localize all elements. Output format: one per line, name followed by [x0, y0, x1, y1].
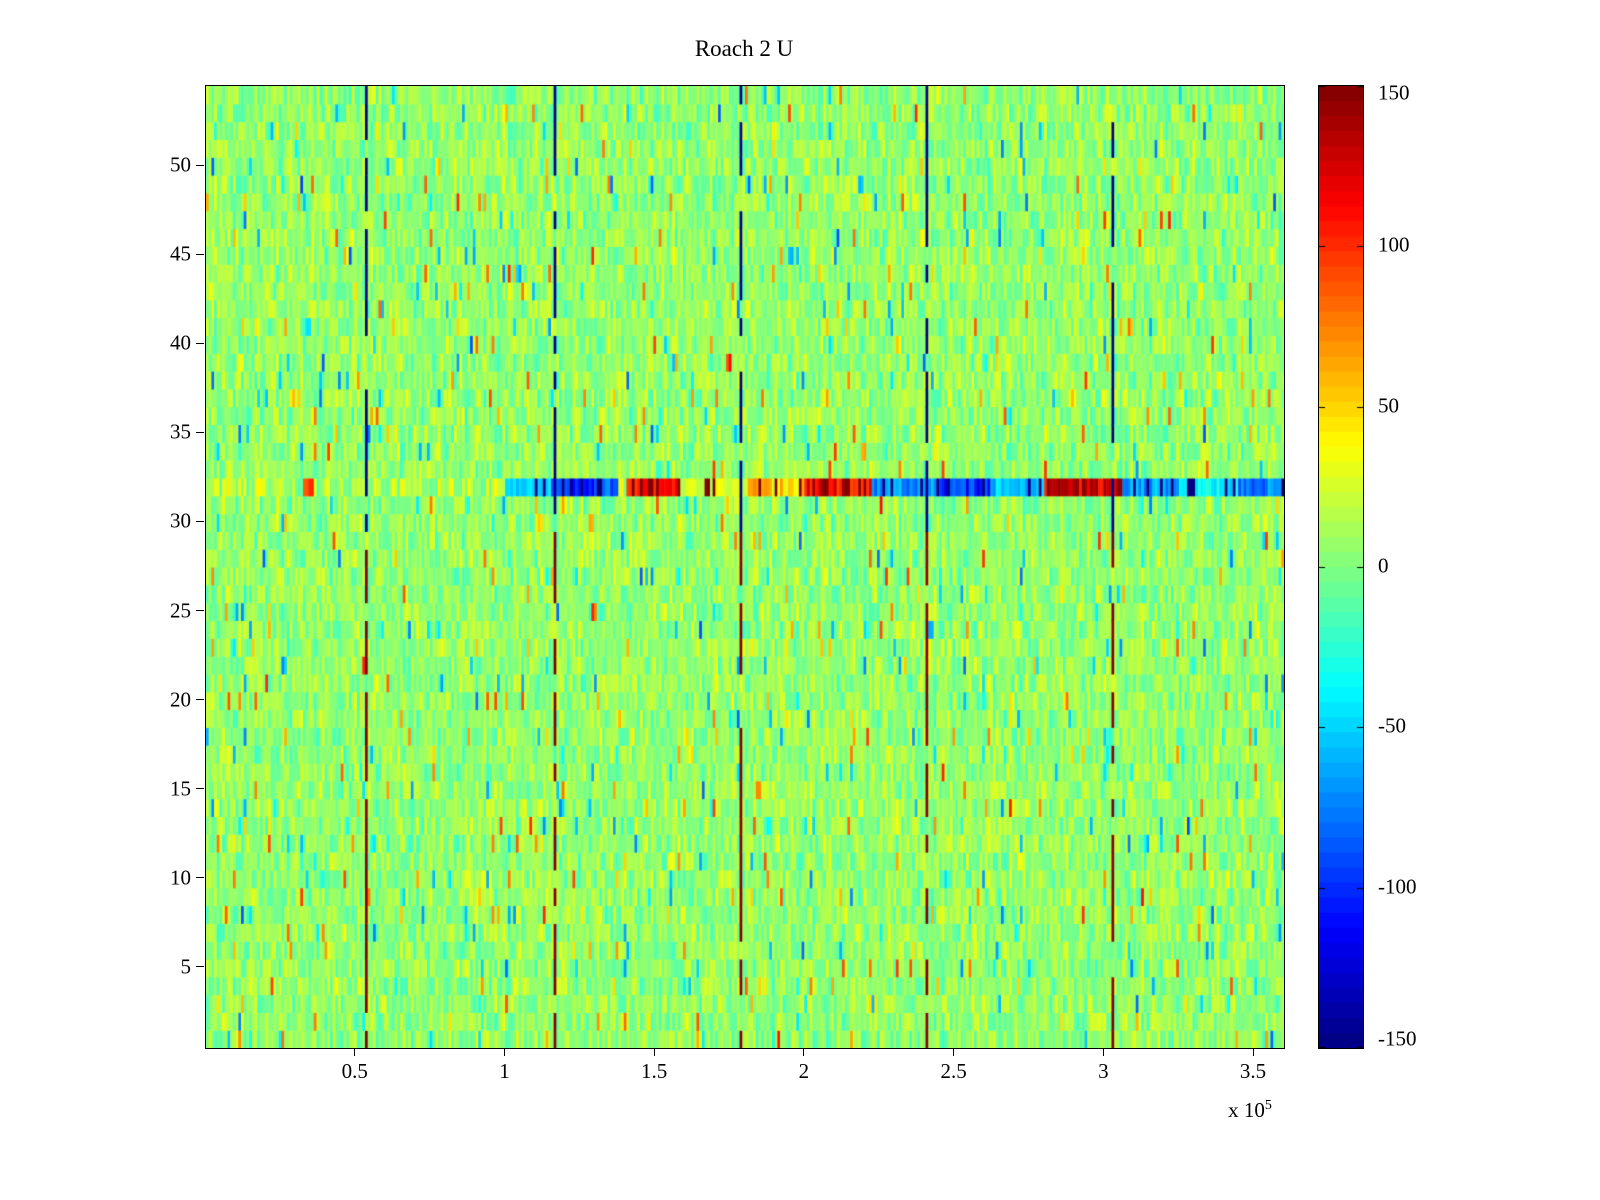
y-tick-label: 15: [170, 776, 191, 801]
colorbar-tick-label: 0: [1378, 553, 1389, 578]
x-tick-label: 2: [798, 1059, 810, 1083]
y-tick-label: 40: [170, 330, 191, 355]
x-tick-label: 1: [499, 1059, 510, 1083]
tick-mark: [196, 788, 204, 790]
tick-mark: [196, 520, 204, 522]
y-tick-label: 20: [170, 687, 191, 712]
colorbar-tick-label: -50: [1378, 713, 1406, 738]
colorbar-tick-label: 50: [1378, 393, 1399, 418]
offset-exponent: 5: [1264, 1098, 1272, 1113]
x-axis-offset-label: x 105: [1190, 1098, 1310, 1123]
y-tick-label: 5: [180, 954, 192, 979]
colorbar-tick-label: 150: [1378, 80, 1410, 105]
tick-mark: [196, 877, 204, 879]
y-tick-label: 30: [170, 508, 191, 533]
tick-mark: [196, 342, 204, 344]
tick-mark: [196, 253, 204, 255]
tick-mark: [196, 431, 204, 433]
heatmap-canvas: [205, 85, 1285, 1049]
tick-mark: [354, 1048, 356, 1056]
x-tick-label: 3: [1098, 1059, 1109, 1083]
tick-mark: [953, 1048, 955, 1056]
tick-mark: [196, 610, 204, 612]
colorbar-tick-label: 100: [1378, 232, 1410, 257]
tick-mark: [503, 1048, 505, 1056]
tick-mark: [196, 164, 204, 166]
y-tick-label: 25: [170, 598, 191, 623]
colorbar-tick-label: -150: [1378, 1026, 1417, 1051]
tick-mark: [1102, 1048, 1104, 1056]
colorbar-canvas: [1318, 85, 1364, 1049]
tick-mark: [653, 1048, 655, 1056]
y-tick-label: 50: [170, 152, 191, 177]
x-tick-label: 3.5: [1239, 1059, 1267, 1083]
tick-mark: [1252, 1048, 1254, 1056]
x-tick-label: 2.5: [940, 1059, 967, 1083]
x-tick-label: 1.5: [641, 1059, 668, 1083]
tick-mark: [803, 1048, 805, 1056]
colorbar-tick-label: -100: [1378, 874, 1417, 899]
offset-base: x 10: [1228, 1098, 1265, 1122]
y-tick-label: 10: [170, 865, 191, 890]
y-tick-label: 45: [170, 241, 191, 266]
tick-mark: [196, 699, 204, 701]
chart-title: Roach 2 U: [694, 36, 794, 61]
x-tick-label: 0.5: [341, 1059, 368, 1083]
y-tick-label: 35: [170, 419, 191, 444]
tick-mark: [196, 966, 204, 968]
